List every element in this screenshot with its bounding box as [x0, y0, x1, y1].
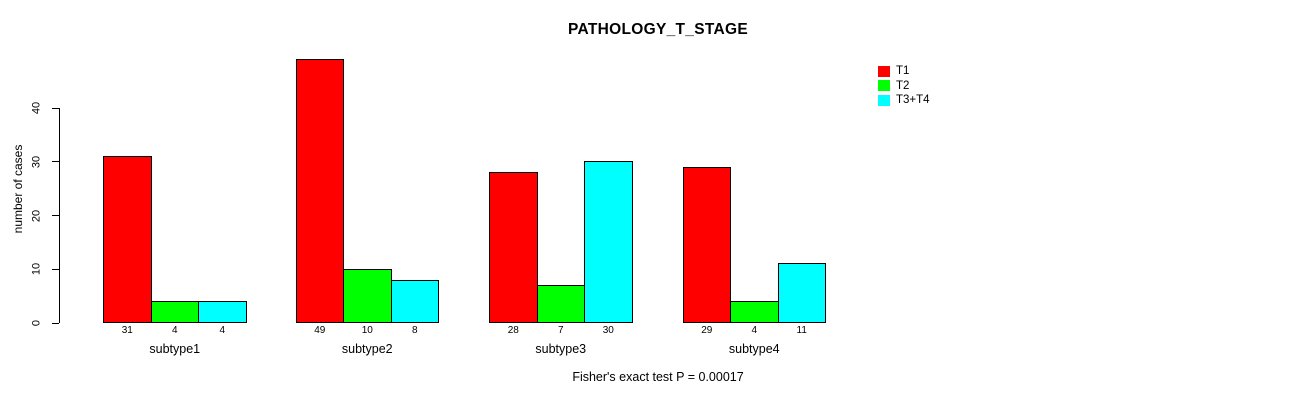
bar-value-label: 10	[361, 324, 373, 336]
bar-t3t4-subtype4	[777, 263, 826, 324]
category-label-subtype3: subtype3	[535, 342, 587, 356]
y-axis-tick	[52, 268, 59, 270]
legend-label-t3t4: T3+T4	[896, 94, 930, 106]
category-label-subtype4: subtype4	[728, 342, 780, 356]
y-axis-line	[59, 107, 60, 324]
legend: T1 T2 T3+T4	[878, 65, 930, 109]
legend-swatch-t1	[878, 65, 890, 77]
bar-t2-subtype3	[536, 284, 585, 324]
bar-value-label: 31	[121, 324, 133, 336]
bar-t2-subtype4	[730, 301, 779, 324]
y-axis-tick	[52, 322, 59, 324]
legend-swatch-t3t4	[878, 94, 890, 106]
y-tick-label: 30	[30, 155, 43, 168]
legend-swatch-t2	[878, 80, 890, 91]
bar-value-label: 7	[557, 324, 564, 336]
legend-item-t2: T2	[878, 80, 930, 92]
legend-item-t3t4: T3+T4	[878, 94, 930, 106]
bar-t2-subtype1	[150, 301, 199, 324]
legend-label-t1: T1	[896, 65, 910, 77]
bar-t1-subtype1	[103, 155, 152, 324]
bar-value-label: 29	[701, 324, 713, 336]
bar-value-label: 8	[411, 324, 418, 336]
bar-t1-subtype2	[295, 59, 344, 324]
annotation-text: Fisher's exact test P = 0.00017	[572, 370, 744, 384]
bar-t1-subtype3	[489, 172, 538, 324]
bar-t1-subtype4	[682, 166, 731, 324]
legend-item-t1: T1	[878, 65, 930, 77]
bar-t3t4-subtype2	[390, 279, 439, 324]
y-tick-label: 0	[30, 319, 43, 327]
chart-title: PATHOLOGY_T_STAGE	[568, 21, 748, 38]
bar-value-label: 30	[602, 324, 614, 336]
y-tick-label: 10	[30, 263, 43, 276]
bar-value-label: 4	[171, 324, 178, 336]
bar-value-label: 4	[751, 324, 758, 336]
y-tick-label: 20	[30, 209, 43, 222]
y-axis-tick	[52, 107, 59, 109]
bar-t2-subtype2	[343, 268, 392, 324]
category-label-subtype2: subtype2	[341, 342, 393, 356]
bar-value-label: 28	[507, 324, 519, 336]
bar-value-label: 49	[314, 324, 326, 336]
bar-t3t4-subtype3	[584, 161, 633, 324]
legend-label-t2: T2	[896, 79, 910, 92]
y-tick-label: 40	[30, 101, 43, 115]
bar-t3t4-subtype1	[198, 301, 247, 324]
y-axis-tick	[52, 215, 59, 217]
category-label-subtype1: subtype1	[149, 342, 201, 356]
bar-value-label: 11	[796, 324, 807, 336]
y-axis-tick	[52, 161, 59, 163]
bar-value-label: 4	[219, 324, 226, 336]
